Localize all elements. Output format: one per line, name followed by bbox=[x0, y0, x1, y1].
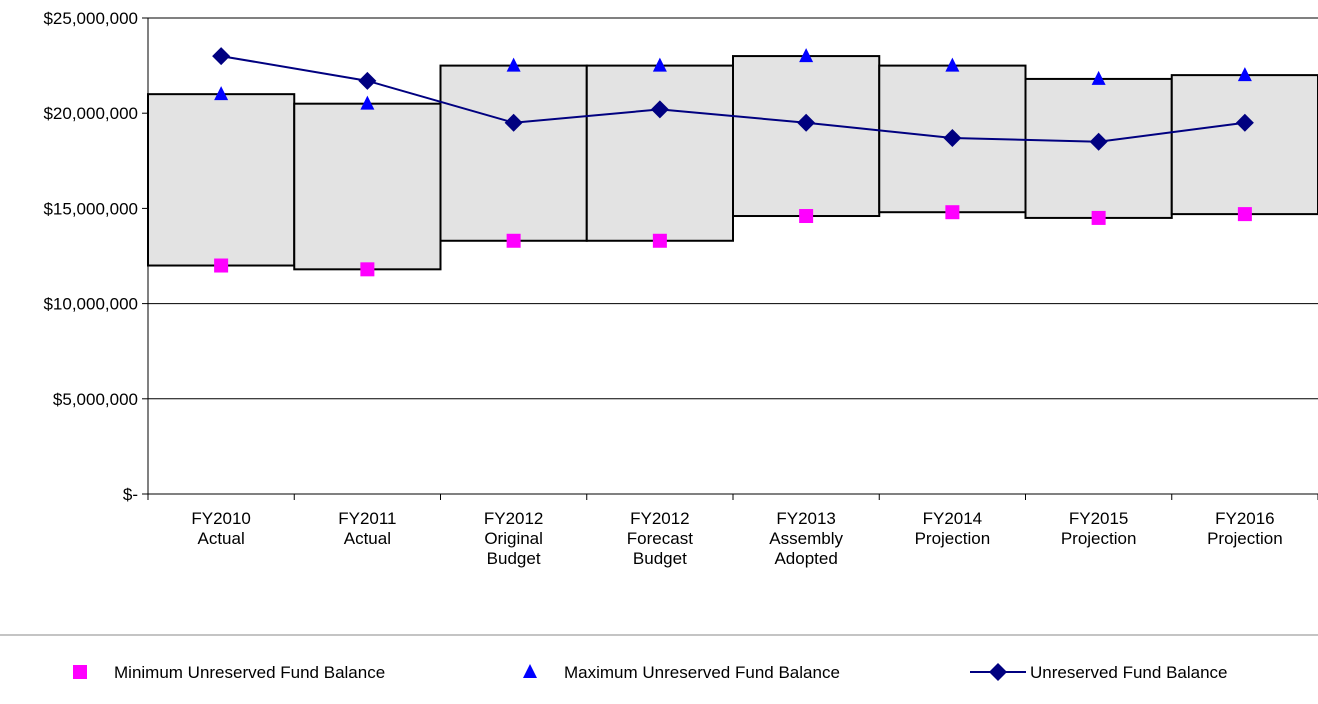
marker-square bbox=[1237, 207, 1252, 222]
x-tick-label: FY2012 Forecast Budget bbox=[627, 509, 693, 568]
x-tick-label: FY2016 Projection bbox=[1207, 509, 1283, 548]
x-tick-label: FY2011 Actual bbox=[338, 509, 396, 548]
marker-square bbox=[1091, 210, 1106, 225]
x-tick-label: FY2012 Original Budget bbox=[484, 509, 544, 568]
legend-item: Minimum Unreserved Fund Balance bbox=[73, 663, 385, 682]
marker-triangle bbox=[652, 57, 667, 72]
marker-triangle bbox=[799, 48, 814, 63]
x-tick-label: FY2013 Assembly Adopted bbox=[769, 509, 843, 568]
marker-diamond bbox=[358, 71, 377, 90]
range-box bbox=[293, 102, 442, 271]
series-line bbox=[220, 55, 1246, 143]
range-box bbox=[1170, 74, 1318, 216]
legend-item: Unreserved Fund Balance bbox=[970, 663, 1228, 682]
marker-diamond bbox=[1235, 113, 1254, 132]
marker-square bbox=[214, 258, 229, 273]
marker-square bbox=[945, 205, 960, 220]
marker-square bbox=[73, 665, 87, 679]
marker-triangle bbox=[523, 664, 537, 678]
x-tick-label: FY2010 Actual bbox=[191, 509, 251, 548]
marker-square bbox=[506, 233, 521, 248]
marker-triangle bbox=[360, 95, 375, 110]
y-tick-label: $10,000,000 bbox=[43, 295, 138, 314]
marker-triangle bbox=[1237, 67, 1252, 82]
marker-diamond bbox=[943, 128, 962, 147]
legend-label: Minimum Unreserved Fund Balance bbox=[114, 663, 385, 682]
marker-square bbox=[652, 233, 667, 248]
marker-square bbox=[360, 262, 375, 277]
range-box bbox=[732, 55, 881, 218]
marker-triangle bbox=[506, 57, 521, 72]
legend-label: Unreserved Fund Balance bbox=[1030, 663, 1228, 682]
marker-triangle bbox=[1091, 70, 1106, 85]
marker-diamond bbox=[1089, 132, 1108, 151]
range-box bbox=[147, 93, 296, 267]
legend-item: Maximum Unreserved Fund Balance bbox=[523, 663, 840, 682]
marker-diamond bbox=[989, 663, 1007, 681]
marker-diamond bbox=[797, 113, 816, 132]
y-tick-label: $25,000,000 bbox=[43, 9, 138, 28]
range-box bbox=[439, 64, 588, 242]
legend-label: Maximum Unreserved Fund Balance bbox=[564, 663, 840, 682]
y-tick-label: $20,000,000 bbox=[43, 104, 138, 123]
y-tick-label: $15,000,000 bbox=[43, 199, 138, 218]
y-tick-label: $5,000,000 bbox=[53, 390, 138, 409]
marker-diamond bbox=[504, 113, 523, 132]
marker-triangle bbox=[945, 57, 960, 72]
x-tick-label: FY2015 Projection bbox=[1061, 509, 1137, 548]
marker-diamond bbox=[650, 100, 669, 119]
y-tick-label: $- bbox=[123, 485, 138, 504]
x-tick-label: FY2014 Projection bbox=[915, 509, 991, 548]
marker-triangle bbox=[214, 86, 229, 101]
marker-diamond bbox=[212, 47, 231, 66]
marker-square bbox=[799, 209, 814, 224]
range-box bbox=[585, 64, 734, 242]
